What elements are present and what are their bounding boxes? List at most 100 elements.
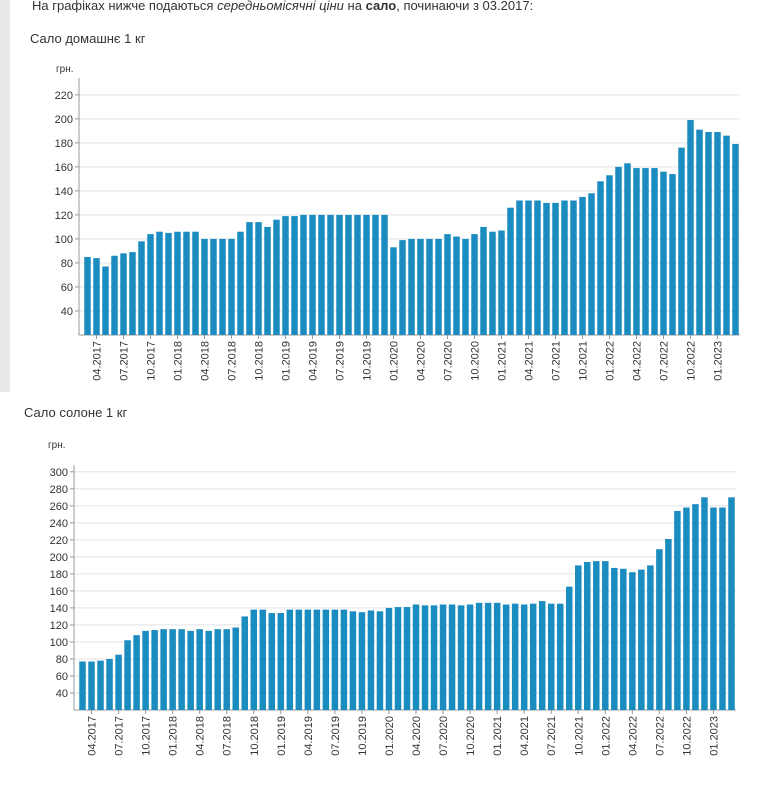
bar (264, 226, 271, 335)
bar (723, 135, 730, 335)
bar (273, 219, 280, 335)
x-tick-label: 07.2019 (330, 716, 342, 756)
bar (169, 629, 176, 710)
side-strip (0, 0, 10, 392)
x-tick-label: 10.2018 (249, 716, 261, 756)
bar (669, 174, 676, 335)
x-tick-label: 10.2021 (573, 716, 585, 756)
x-tick-label: 01.2021 (497, 341, 509, 381)
x-tick-label: 04.2021 (524, 341, 536, 381)
y-tick-label: 300 (50, 467, 68, 479)
bar (453, 236, 460, 335)
bar (115, 654, 122, 710)
bar (683, 507, 690, 710)
y-tick-label: 140 (55, 186, 73, 198)
x-tick-label: 10.2021 (578, 341, 590, 381)
bar (705, 132, 712, 335)
bar (327, 214, 334, 335)
bar (399, 240, 406, 335)
bar (340, 609, 348, 710)
bar (187, 630, 194, 710)
bar (529, 603, 537, 710)
y-axis-label: грн. (48, 440, 66, 451)
bar (106, 658, 113, 710)
bar (678, 147, 685, 335)
bar (502, 604, 510, 710)
bar (660, 171, 667, 335)
x-tick-label: 10.2017 (146, 341, 158, 381)
y-tick-label: 280 (50, 484, 68, 496)
y-tick-label: 220 (55, 90, 73, 102)
chart-title: Сало солоне 1 кг (24, 405, 127, 420)
bar (403, 607, 411, 710)
bar (88, 661, 95, 710)
bar (714, 132, 721, 335)
bar (543, 202, 550, 335)
bar (417, 238, 424, 335)
bar (160, 629, 167, 710)
bar (156, 231, 163, 335)
bar (520, 604, 528, 710)
bar (656, 549, 663, 710)
x-tick-label: 07.2021 (546, 716, 558, 756)
x-tick-label: 01.2023 (713, 341, 725, 381)
bar (475, 602, 483, 710)
bar (97, 660, 104, 710)
bar (696, 129, 703, 335)
bar (358, 612, 366, 710)
x-tick-label: 10.2022 (681, 716, 693, 756)
bar (624, 163, 631, 335)
x-tick-label: 07.2019 (335, 341, 347, 381)
y-tick-label: 240 (50, 518, 68, 530)
y-tick-label: 100 (50, 637, 68, 649)
bar (498, 230, 505, 335)
bar (385, 607, 393, 710)
bar (255, 222, 262, 335)
bar (579, 196, 586, 335)
x-tick-label: 01.2018 (173, 341, 185, 381)
bar (93, 258, 100, 335)
bar (566, 586, 573, 710)
x-tick-label: 04.2018 (200, 341, 212, 381)
intro-italic: середньомісячні ціни (217, 0, 344, 13)
bar (674, 510, 681, 710)
bar (489, 231, 496, 335)
bar (318, 214, 325, 335)
bar (426, 238, 433, 335)
x-tick-label: 01.2020 (389, 341, 401, 381)
bar (133, 635, 140, 710)
bar (376, 611, 384, 710)
x-tick-label: 01.2023 (708, 716, 720, 756)
y-tick-label: 260 (50, 501, 68, 513)
x-tick-label: 01.2018 (168, 716, 180, 756)
bar (480, 226, 487, 335)
bar (102, 266, 109, 335)
bar (192, 231, 199, 335)
bar (205, 630, 212, 710)
bar (593, 561, 600, 710)
x-tick-label: 07.2021 (551, 341, 563, 381)
bar (638, 569, 645, 710)
x-tick-label: 10.2019 (362, 341, 374, 381)
bar (511, 603, 519, 710)
y-tick-label: 100 (55, 234, 73, 246)
bar (606, 175, 613, 335)
x-tick-label: 01.2019 (276, 716, 288, 756)
bar (223, 629, 230, 710)
bar (250, 609, 258, 710)
y-tick-label: 180 (50, 569, 68, 581)
y-tick-label: 200 (55, 114, 73, 126)
bar (444, 234, 451, 335)
intro-mid: на (347, 0, 362, 13)
bar (232, 627, 239, 710)
intro-start: На графіках нижче подаються (32, 0, 214, 13)
bar (538, 601, 546, 710)
bar (84, 256, 91, 335)
bar (286, 609, 294, 710)
x-tick-label: 07.2017 (119, 341, 131, 381)
bar (439, 604, 447, 710)
bar (570, 200, 577, 335)
y-tick-label: 60 (56, 671, 68, 683)
bar (381, 214, 388, 335)
